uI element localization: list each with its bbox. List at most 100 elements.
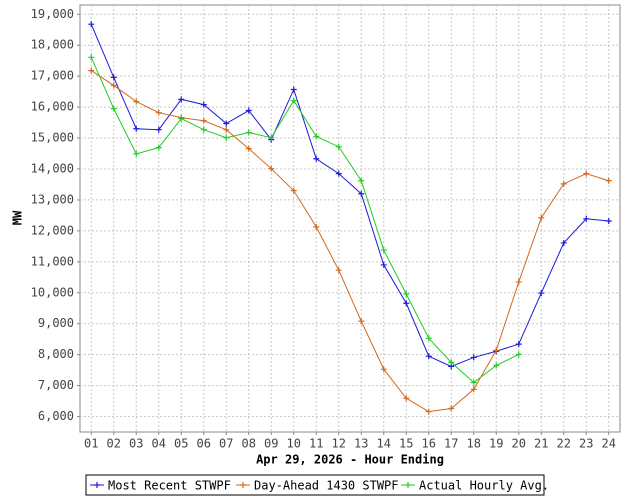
y-tick-label: 10,000 — [31, 285, 74, 299]
x-tick-label: 06 — [197, 437, 211, 451]
point-marker — [290, 187, 297, 194]
point-marker — [605, 217, 612, 224]
y-tick-label: 18,000 — [31, 38, 74, 52]
point-marker — [133, 150, 140, 157]
point-marker — [88, 54, 95, 61]
x-tick-label: 15 — [399, 437, 413, 451]
plot-area — [79, 4, 621, 433]
point-marker — [290, 97, 297, 104]
point-marker — [313, 223, 320, 230]
point-marker — [425, 408, 432, 415]
point-marker — [200, 126, 207, 133]
point-marker — [155, 144, 162, 151]
point-marker — [155, 126, 162, 133]
x-tick-label: 12 — [332, 437, 346, 451]
point-marker — [200, 101, 207, 108]
point-marker — [403, 290, 410, 297]
point-marker — [358, 177, 365, 184]
point-marker — [358, 318, 365, 325]
x-tick-label: 22 — [557, 437, 571, 451]
point-marker — [380, 247, 387, 254]
point-marker — [223, 126, 230, 133]
x-tick-label: 16 — [422, 437, 436, 451]
series-line — [90, 70, 609, 413]
point-marker — [583, 170, 590, 177]
point-marker — [380, 366, 387, 373]
point-marker — [178, 115, 185, 122]
point-marker — [223, 120, 230, 127]
point-marker — [155, 109, 162, 116]
point-marker — [425, 353, 432, 360]
x-tick-label: 20 — [512, 437, 526, 451]
point-marker — [403, 395, 410, 402]
point-marker — [245, 145, 252, 152]
point-marker — [268, 165, 275, 172]
x-tick-label: 05 — [174, 437, 188, 451]
point-marker — [493, 362, 500, 369]
point-marker — [403, 300, 410, 307]
x-tick-label: 21 — [534, 437, 548, 451]
x-tick-label: 02 — [107, 437, 121, 451]
y-tick-label: 19,000 — [31, 7, 74, 21]
x-tick-label: 17 — [444, 437, 458, 451]
x-tick-label: 10 — [287, 437, 301, 451]
point-marker — [133, 125, 140, 132]
y-tick-label: 13,000 — [31, 192, 74, 206]
point-marker — [470, 379, 477, 386]
point-marker — [110, 74, 117, 81]
x-tick-label: 03 — [129, 437, 143, 451]
point-marker — [583, 215, 590, 222]
legend-label: Day-Ahead 1430 STWPF — [254, 479, 399, 493]
point-marker — [245, 129, 252, 136]
x-tick-label: 24 — [602, 437, 616, 451]
point-marker — [110, 82, 117, 89]
point-marker — [470, 354, 477, 361]
point-marker — [380, 261, 387, 268]
legend-label: Most Recent STWPF — [108, 479, 231, 493]
point-marker — [538, 290, 545, 297]
x-tick-label: 07 — [219, 437, 233, 451]
x-tick-label: 08 — [242, 437, 256, 451]
point-marker — [538, 214, 545, 221]
point-marker — [470, 386, 477, 393]
point-marker — [515, 278, 522, 285]
y-tick-label: 15,000 — [31, 131, 74, 145]
x-tick-label: 23 — [579, 437, 593, 451]
y-tick-label: 14,000 — [31, 161, 74, 175]
x-tick-label: 18 — [467, 437, 481, 451]
x-axis-title: Apr 29, 2026 - Hour Ending — [256, 453, 444, 467]
point-marker — [448, 359, 455, 366]
point-marker — [515, 351, 522, 358]
point-marker — [178, 96, 185, 103]
point-marker — [313, 133, 320, 140]
point-marker — [560, 180, 567, 187]
point-marker — [335, 267, 342, 274]
point-marker — [133, 98, 140, 105]
point-marker — [605, 177, 612, 184]
legend — [85, 474, 545, 496]
point-marker — [88, 21, 95, 28]
x-tick-label: 04 — [152, 437, 166, 451]
x-tick-label: 19 — [489, 437, 503, 451]
x-tick-label: 11 — [309, 437, 323, 451]
point-marker — [200, 117, 207, 124]
legend-label: Actual Hourly Avg. — [419, 479, 549, 493]
y-tick-label: 11,000 — [31, 254, 74, 268]
y-tick-label: 6,000 — [38, 409, 74, 423]
series-line — [90, 23, 609, 367]
point-marker — [335, 143, 342, 150]
y-tick-label: 8,000 — [38, 347, 74, 361]
series-line — [90, 57, 519, 384]
point-marker — [110, 105, 117, 112]
point-marker — [335, 170, 342, 177]
x-tick-label: 09 — [264, 437, 278, 451]
y-tick-label: 7,000 — [38, 378, 74, 392]
point-marker — [358, 190, 365, 197]
y-tick-label: 9,000 — [38, 316, 74, 330]
legend-marker — [405, 482, 411, 488]
x-tick-label: 01 — [84, 437, 98, 451]
point-marker — [515, 341, 522, 348]
x-tick-label: 14 — [377, 437, 391, 451]
